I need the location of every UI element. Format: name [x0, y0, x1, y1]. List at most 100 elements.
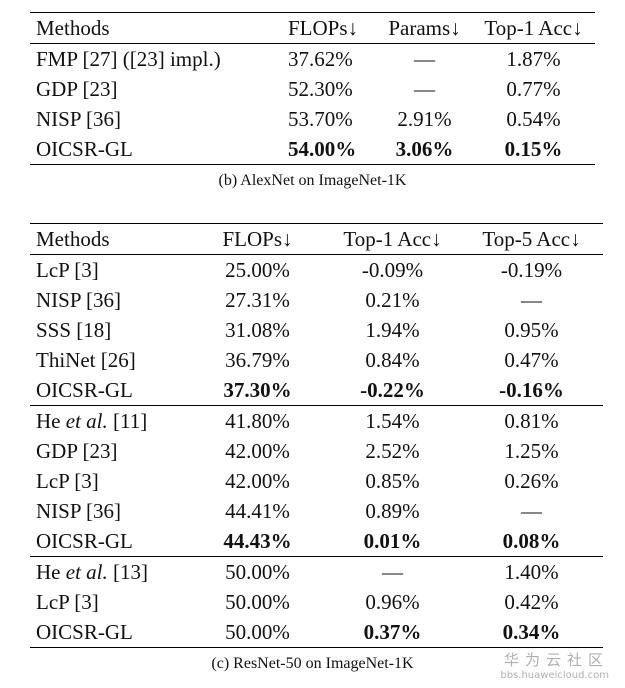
table-cell: 0.37% [325, 617, 460, 648]
table-cell: 3.06% [377, 134, 472, 165]
table-cell: 2.52% [365, 439, 420, 463]
table-cell: 42.00% [225, 469, 290, 493]
alexnet-results-table: Methods FLOPs↓ Params↓ Top-1 Acc↓ FMP [2… [30, 12, 595, 165]
column-header: Top-1 Acc↓ [325, 223, 460, 255]
table-cell: — [521, 499, 542, 523]
table-cell: 2.91% [397, 107, 452, 131]
table-cell: 0.85% [365, 469, 420, 493]
table-cell: LcP [3] [36, 258, 99, 282]
table-cell: 0.95% [504, 318, 559, 342]
table-caption: (c) ResNet-50 on ImageNet-1K [211, 655, 414, 672]
table-cell: 0.77% [506, 77, 561, 101]
table-cell: GDP [23] [36, 77, 118, 101]
column-header: Top-5 Acc↓ [460, 223, 603, 255]
table-row: LcP [3] 50.00% 0.96% 0.42% [30, 587, 603, 617]
et-al: et al. [65, 409, 108, 433]
table-cell: -0.16% [499, 378, 564, 402]
resnet50-results-table: Methods FLOPs↓ Top-1 Acc↓ Top-5 Acc↓ LcP… [30, 223, 603, 648]
table-cell: — [325, 556, 460, 587]
column-header: Top-1 Acc↓ [472, 12, 595, 44]
table-row: NISP [36] 53.70% 2.91% 0.54% [30, 104, 595, 134]
et-al: et al. [65, 560, 108, 584]
table-cell: -0.09% [361, 258, 424, 282]
table-cell: 44.43% [223, 529, 292, 553]
column-header: Methods [30, 12, 282, 44]
table-cell: OICSR-GL [36, 378, 133, 402]
table-row: ThiNet [26] 36.79% 0.84% 0.47% [30, 345, 603, 375]
table-cell: 42.00% [225, 439, 290, 463]
table-cell: 0.26% [504, 469, 559, 493]
table-cell: 0.47% [504, 348, 559, 372]
table-cell: 53.70% [288, 107, 353, 131]
table-cell: 0.21% [365, 288, 420, 312]
table-cell: LcP [3] [36, 469, 99, 493]
table-cell: 0.96% [365, 590, 420, 614]
table-row: OICSR-GL 44.43% 0.01% 0.08% [30, 526, 603, 557]
author-name: He [36, 409, 61, 433]
table-cell: ThiNet [26] [36, 348, 136, 372]
table-cell: 36.79% [225, 348, 290, 372]
table-cell: 0.89% [365, 499, 420, 523]
table-cell: 31.08% [225, 318, 290, 342]
table-cell: 1.54% [325, 405, 460, 436]
table-cell: -0.19% [500, 258, 563, 282]
column-header: FLOPs↓ [282, 12, 377, 44]
table-row: He et al. [13] 50.00% — 1.40% [30, 556, 603, 587]
table-cell: 44.41% [225, 499, 290, 523]
table-cell: 0.54% [506, 107, 561, 131]
table-cell: 0.08% [502, 529, 561, 553]
table-cell: 25.00% [225, 258, 290, 282]
table-cell: 37.30% [223, 378, 292, 402]
table-row: NISP [36] 27.31% 0.21% — [30, 285, 603, 315]
table-cell: 0.01% [363, 529, 422, 553]
table-cell: 1.94% [365, 318, 420, 342]
table-cell: OICSR-GL [36, 529, 133, 553]
table-cell: 41.80% [190, 405, 325, 436]
table-row: SSS [18] 31.08% 1.94% 0.95% [30, 315, 603, 345]
citation: [13] [113, 560, 148, 584]
table-cell: SSS [18] [36, 318, 112, 342]
table-cell: 27.31% [225, 288, 290, 312]
table-cell: 0.81% [460, 405, 603, 436]
table-cell: He et al. [11] [30, 405, 190, 436]
table-row: FMP [27] ([23] impl.) 37.62% — 1.87% [30, 44, 595, 75]
column-header: Methods [30, 223, 190, 255]
table-cell: 54.00% [282, 134, 377, 165]
table-cell: NISP [36] [36, 107, 121, 131]
table-cell: NISP [36] [36, 499, 121, 523]
table-cell: OICSR-GL [30, 134, 282, 165]
table-cell: 52.30% [288, 77, 353, 101]
column-header: Params↓ [377, 12, 472, 44]
watermark: 华为云社区 bbs.huaweicloud.com [500, 649, 609, 681]
table-cell: 1.25% [504, 439, 559, 463]
table-cell: 37.62% [288, 47, 353, 71]
table-cell: — [414, 47, 435, 71]
table-cell: 0.42% [504, 590, 559, 614]
watermark-text: 华为云社区 [503, 651, 609, 669]
table-caption: (b) AlexNet on ImageNet-1K [218, 172, 407, 189]
table-row: NISP [36] 44.41% 0.89% — [30, 496, 603, 526]
table-cell: OICSR-GL [30, 617, 190, 648]
table-row: OICSR-GL 37.30% -0.22% -0.16% [30, 375, 603, 406]
table-row: OICSR-GL 54.00% 3.06% 0.15% [30, 134, 595, 165]
table-header-row: Methods FLOPs↓ Params↓ Top-1 Acc↓ [30, 12, 595, 44]
table-cell: 0.34% [460, 617, 603, 648]
table-cell: — [414, 77, 435, 101]
table-cell: 0.84% [365, 348, 420, 372]
watermark-url: bbs.huaweicloud.com [500, 670, 609, 681]
table-cell: He et al. [13] [30, 556, 190, 587]
table-cell: 50.00% [190, 556, 325, 587]
table-row: He et al. [11] 41.80% 1.54% 0.81% [30, 405, 603, 436]
table-cell: 1.87% [506, 47, 561, 71]
table-cell: 50.00% [225, 590, 290, 614]
table-cell: 1.40% [460, 556, 603, 587]
table-cell: — [521, 288, 542, 312]
table-row: LcP [3] 42.00% 0.85% 0.26% [30, 466, 603, 496]
citation: [11] [113, 409, 148, 433]
column-header: FLOPs↓ [190, 223, 325, 255]
table-cell: LcP [3] [36, 590, 99, 614]
table-row: GDP [23] 42.00% 2.52% 1.25% [30, 436, 603, 466]
table-row: GDP [23] 52.30% — 0.77% [30, 74, 595, 104]
author-name: He [36, 560, 61, 584]
table-cell: NISP [36] [36, 288, 121, 312]
